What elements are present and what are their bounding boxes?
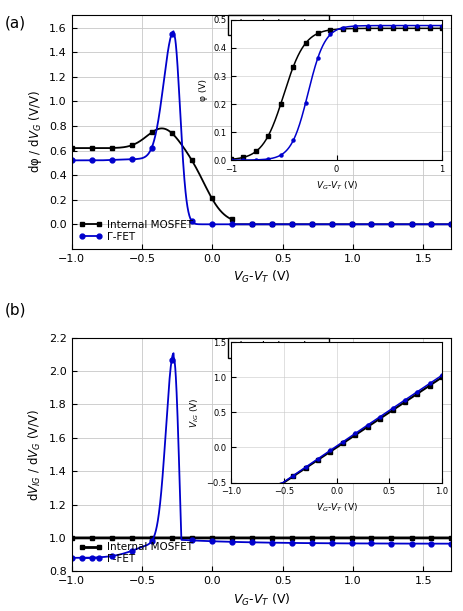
- Γ-FET: [449, 540, 454, 547]
- Γ-FET: [254, 539, 259, 546]
- Internal MOSFET: [438, 534, 443, 541]
- Γ-FET: [438, 221, 444, 228]
- Internal MOSFET: [438, 221, 444, 228]
- Internal MOSFET: [438, 534, 443, 541]
- Γ-FET: [438, 540, 444, 547]
- Γ-FET: [244, 221, 249, 228]
- Legend: Internal MOSFET, Γ-FET: Internal MOSFET, Γ-FET: [77, 540, 195, 566]
- Internal MOSFET: [69, 144, 75, 152]
- Γ-FET: [449, 221, 454, 228]
- Internal MOSFET: [159, 125, 164, 132]
- Y-axis label: dφ / d$V_G$ (V/V): dφ / d$V_G$ (V/V): [26, 90, 44, 174]
- Text: Simulation data: Simulation data: [232, 341, 325, 354]
- Internal MOSFET: [244, 534, 249, 541]
- Line: Γ-FET: Γ-FET: [69, 29, 454, 227]
- Text: (b): (b): [5, 302, 26, 318]
- Internal MOSFET: [438, 221, 444, 228]
- Γ-FET: [88, 554, 94, 562]
- Internal MOSFET: [254, 221, 260, 228]
- Text: Simulation data: Simulation data: [232, 19, 325, 32]
- Γ-FET: [438, 221, 444, 228]
- Line: Internal MOSFET: Internal MOSFET: [69, 535, 454, 540]
- X-axis label: $V_G$-$V_T$ (V): $V_G$-$V_T$ (V): [233, 269, 290, 285]
- Y-axis label: d$V_{IG}$ / d$V_G$ (V/V): d$V_{IG}$ / d$V_G$ (V/V): [27, 408, 44, 500]
- Internal MOSFET: [254, 534, 259, 541]
- Γ-FET: [438, 540, 443, 547]
- Legend: Internal MOSFET, Γ-FET: Internal MOSFET, Γ-FET: [77, 218, 195, 244]
- Internal MOSFET: [231, 221, 236, 228]
- Line: Γ-FET: Γ-FET: [69, 351, 454, 560]
- Internal MOSFET: [88, 534, 94, 541]
- Internal MOSFET: [449, 221, 454, 228]
- Internal MOSFET: [244, 221, 250, 228]
- Internal MOSFET: [69, 534, 75, 541]
- Text: (a): (a): [5, 15, 26, 31]
- Internal MOSFET: [368, 221, 374, 228]
- Γ-FET: [171, 27, 176, 35]
- Γ-FET: [69, 554, 75, 562]
- Γ-FET: [171, 349, 176, 357]
- Internal MOSFET: [449, 534, 454, 541]
- Γ-FET: [368, 221, 374, 228]
- Γ-FET: [244, 538, 249, 546]
- Γ-FET: [88, 156, 94, 164]
- X-axis label: $V_G$-$V_T$ (V): $V_G$-$V_T$ (V): [233, 591, 290, 608]
- Γ-FET: [414, 221, 419, 228]
- Γ-FET: [254, 221, 259, 228]
- Γ-FET: [368, 540, 374, 547]
- Γ-FET: [69, 156, 75, 164]
- Line: Internal MOSFET: Internal MOSFET: [69, 126, 454, 227]
- Internal MOSFET: [88, 144, 94, 152]
- Internal MOSFET: [368, 534, 374, 541]
